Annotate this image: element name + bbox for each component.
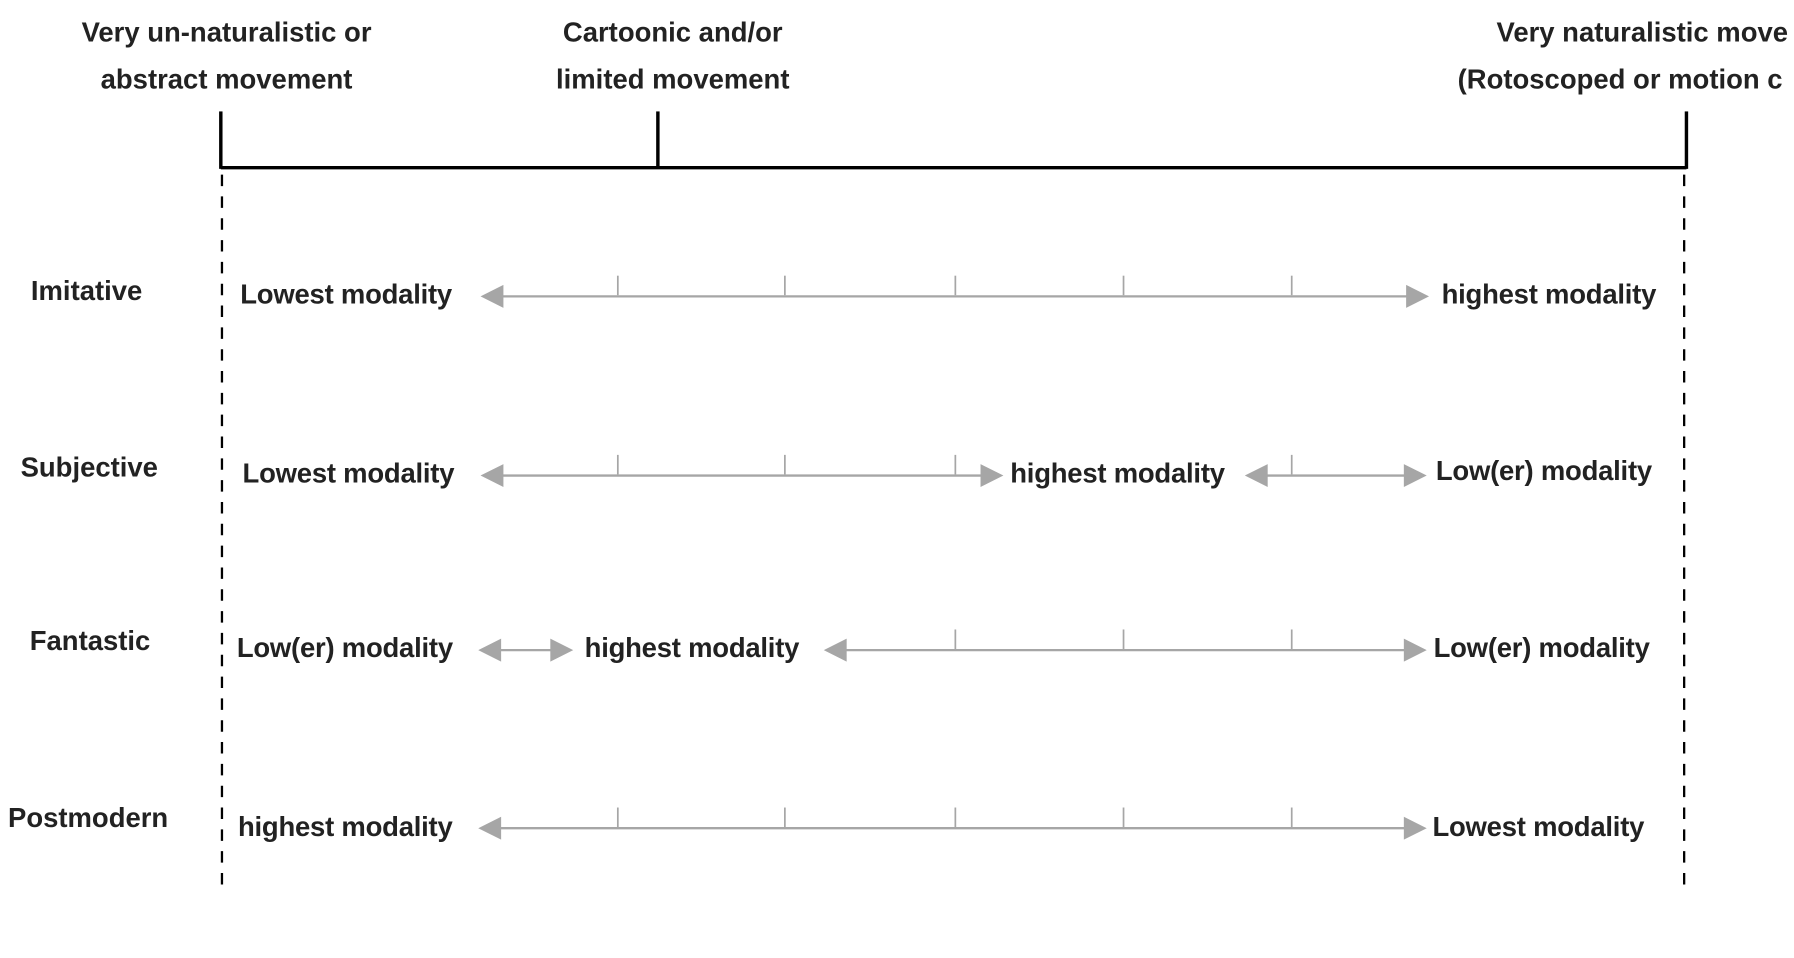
arrow-head-right-0-0 (1406, 284, 1430, 308)
arrow-head-right-3-0 (1403, 816, 1427, 840)
fantastic-label-start: Low(er) modality (236, 632, 453, 664)
arrow-head-left-1-1 (1244, 464, 1268, 488)
subjective-label-middle: highest modality (1010, 458, 1225, 490)
row-name-postmodern: Postmodern (8, 802, 169, 834)
imitative-label-end: highest modality (1441, 279, 1657, 311)
arrow-head-left-0-0 (480, 284, 504, 308)
scale-label-left-line1: Very un-naturalistic or (81, 17, 372, 49)
arrow-head-right-2-0 (550, 638, 574, 662)
arrow-head-right-1-1 (1403, 464, 1427, 488)
arrow-layer (478, 275, 1430, 840)
fantastic-label-middle: highest modality (584, 632, 800, 664)
scale-label-right-line2: (Rotoscoped or motion c (1457, 64, 1783, 96)
arrow-head-left-2-1 (823, 638, 847, 662)
postmodern-label-end: Lowest modality (1432, 812, 1645, 844)
scale-label-right: Very naturalistic move (Rotoscoped or mo… (1458, 9, 1788, 103)
scale-label-middle-line1: Cartoonic and/or (562, 17, 783, 49)
imitative-label-start: Lowest modality (240, 279, 452, 311)
scale-label-middle-line2: limited movement (556, 64, 790, 96)
subjective-label-start: Lowest modality (242, 458, 455, 490)
scale-label-left-line2: abstract movement (100, 64, 353, 96)
arrow-head-right-2-1 (1403, 638, 1427, 662)
row-name-subjective: Subjective (20, 452, 158, 484)
arrow-head-right-1-0 (980, 464, 1004, 488)
subjective-label-end: Low(er) modality (1435, 456, 1652, 488)
fantastic-label-end: Low(er) modality (1433, 632, 1650, 664)
arrow-head-left-2-0 (478, 638, 502, 662)
scale-label-middle: Cartoonic and/or limited movement (501, 9, 844, 103)
row-name-imitative: Imitative (30, 275, 143, 307)
postmodern-label-start: highest modality (237, 812, 453, 844)
scale-label-right-line1: Very naturalistic move (1496, 17, 1789, 49)
arrow-head-left-1-0 (480, 464, 504, 488)
scale-label-left: Very un-naturalistic or abstract movemen… (46, 9, 408, 103)
row-name-fantastic: Fantastic (29, 626, 151, 658)
arrow-head-left-3-0 (478, 816, 502, 840)
